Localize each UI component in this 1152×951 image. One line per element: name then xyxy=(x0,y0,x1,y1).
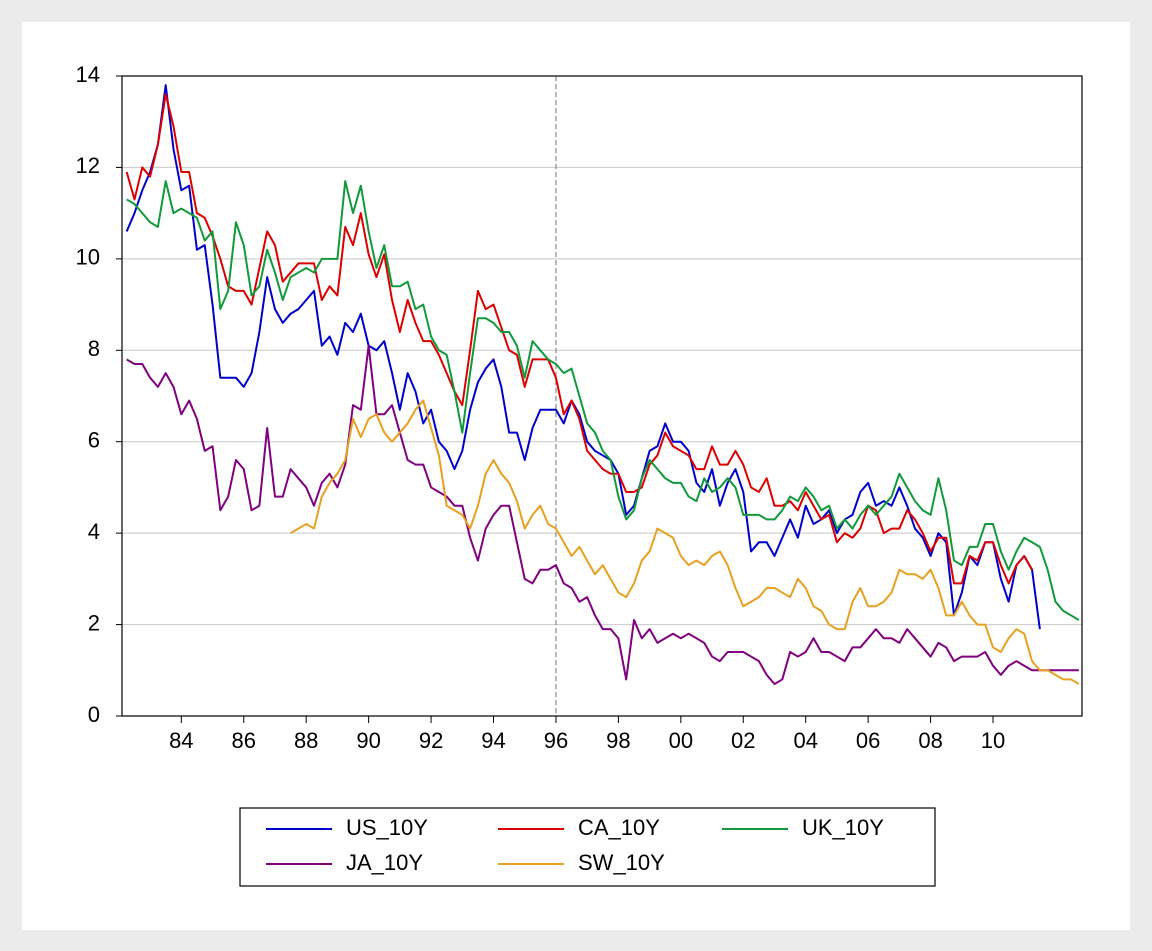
legend-label: UK_10Y xyxy=(802,815,884,840)
x-tick-label: 06 xyxy=(856,728,880,753)
x-tick-label: 96 xyxy=(544,728,568,753)
x-tick-label: 08 xyxy=(918,728,942,753)
x-tick-label: 94 xyxy=(481,728,505,753)
legend-box xyxy=(239,807,936,887)
x-tick-label: 92 xyxy=(419,728,443,753)
y-tick-label: 8 xyxy=(88,336,100,361)
x-tick-label: 90 xyxy=(356,728,380,753)
y-tick-label: 0 xyxy=(88,702,100,727)
y-tick-label: 6 xyxy=(88,428,100,453)
legend-label: SW_10Y xyxy=(578,850,665,875)
x-tick-label: 86 xyxy=(232,728,256,753)
series-line xyxy=(126,180,1080,621)
x-tick-label: 02 xyxy=(731,728,755,753)
series-line xyxy=(125,84,1041,630)
y-tick-label: 12 xyxy=(76,153,100,178)
chart-background xyxy=(22,22,1130,930)
x-tick-label: 88 xyxy=(294,728,318,753)
x-tick-label: 00 xyxy=(669,728,693,753)
y-tick-label: 10 xyxy=(76,245,100,270)
x-tick-label: 98 xyxy=(606,728,630,753)
x-tick-label: 10 xyxy=(981,728,1005,753)
legend-label: CA_10Y xyxy=(578,815,660,840)
y-tick-label: 2 xyxy=(88,610,100,635)
legend-label: JA_10Y xyxy=(346,850,423,875)
x-tick-label: 04 xyxy=(793,728,817,753)
legend-label: US_10Y xyxy=(346,815,428,840)
series-line xyxy=(126,344,1079,685)
y-tick-label: 4 xyxy=(88,519,100,544)
series-line xyxy=(290,399,1080,685)
plot-frame xyxy=(121,75,1083,717)
y-tick-label: 14 xyxy=(76,62,100,87)
series-line xyxy=(125,93,1033,585)
x-tick-label: 84 xyxy=(169,728,193,753)
